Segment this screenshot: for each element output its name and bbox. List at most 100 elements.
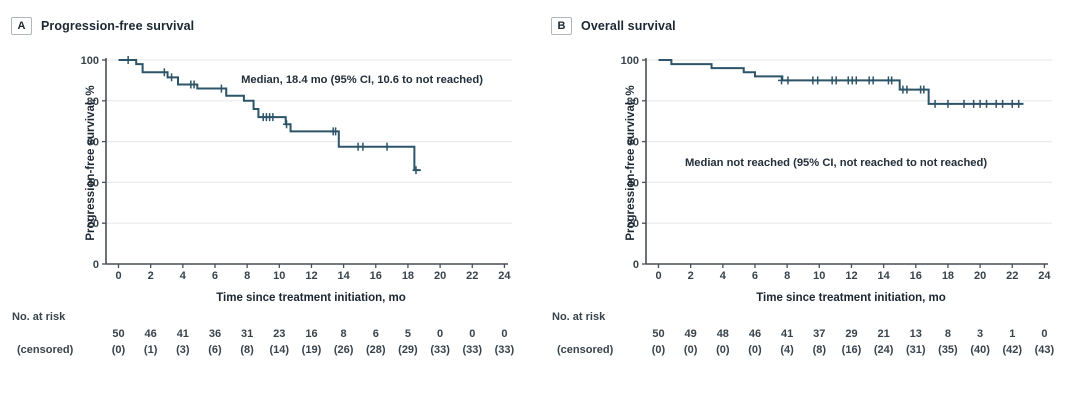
x-tick-label: 4 — [720, 270, 727, 282]
censored-count: (29) — [398, 344, 418, 356]
censored-count: (1) — [143, 344, 158, 356]
x-tick-label: 16 — [370, 270, 382, 282]
risk-count: 48 — [716, 328, 729, 340]
panel-badge: A — [11, 17, 32, 35]
x-tick-label: 8 — [784, 270, 790, 282]
x-tick-label: 20 — [434, 270, 446, 282]
censored-count: (33) — [462, 344, 483, 356]
panel-header: A Progression-free survival — [11, 17, 194, 35]
y-tick-label: 40 — [87, 177, 99, 189]
x-tick-label: 14 — [877, 270, 890, 282]
y-tick-label: 100 — [621, 55, 639, 67]
risk-count: 46 — [144, 328, 157, 340]
x-tick-label: 14 — [337, 270, 350, 282]
x-tick-label: 0 — [115, 270, 121, 282]
censored-count: (33) — [430, 344, 450, 356]
censored-count: (26) — [333, 344, 354, 356]
censored-count: (40) — [970, 344, 990, 356]
risk-count: 0 — [501, 328, 508, 340]
censored-count: (33) — [494, 344, 515, 356]
censored-count: (0) — [651, 344, 666, 356]
risk-count: 46 — [748, 328, 762, 340]
censored-count: (43) — [1034, 344, 1055, 356]
km-curve — [118, 59, 421, 172]
y-tick-label: 60 — [627, 137, 639, 149]
censored-count: (14) — [269, 344, 290, 356]
x-tick-label: 2 — [688, 270, 694, 282]
censored-count: (3) — [176, 344, 190, 356]
x-axis-title: Time since treatment initiation, mo — [756, 292, 946, 304]
y-axis-title: Progression-free survival, % — [85, 85, 97, 241]
x-tick-label: 10 — [273, 270, 285, 282]
risk-count: 23 — [273, 328, 286, 340]
censored-table-header: (censored) — [17, 344, 74, 356]
risk-count: 37 — [813, 328, 826, 340]
median-annotation: Median, 18.4 mo (95% CI, 10.6 to not rea… — [241, 74, 483, 86]
x-tick-label: 12 — [845, 270, 857, 282]
risk-count: 50 — [112, 328, 125, 340]
y-tick-label: 20 — [87, 218, 99, 230]
censored-count: (8) — [812, 344, 827, 356]
risk-count: 0 — [469, 328, 476, 340]
risk-count: 31 — [241, 328, 254, 340]
censored-count: (16) — [841, 344, 862, 356]
panel-title: Progression-free survival — [41, 19, 195, 33]
x-tick-label: 4 — [180, 270, 187, 282]
x-axis-title: Time since treatment initiation, mo — [216, 292, 406, 304]
risk-count: 5 — [404, 328, 411, 340]
risk-count: 21 — [877, 328, 890, 340]
y-tick-label: 100 — [81, 55, 99, 67]
censored-count: (0) — [748, 344, 762, 356]
x-tick-label: 10 — [813, 270, 825, 282]
censored-count: (8) — [240, 344, 254, 356]
x-tick-label: 6 — [752, 270, 758, 282]
risk-count: 41 — [781, 328, 794, 340]
censored-count: (35) — [938, 344, 958, 356]
risk-count: 50 — [652, 328, 665, 340]
censored-count: (19) — [301, 344, 322, 356]
x-tick-label: 12 — [305, 270, 317, 282]
risk-count: 29 — [845, 328, 858, 340]
y-tick-label: 0 — [633, 259, 639, 271]
censored-count: (42) — [1002, 344, 1023, 356]
risk-count: 0 — [437, 328, 444, 340]
risk-count: 36 — [208, 328, 222, 340]
x-tick-label: 22 — [466, 270, 478, 282]
panel-overall-survival: B Overall survival 0 20 40 60 80 100 0 2 4 6 8 10 12… — [540, 0, 1080, 400]
y-tick-label: 80 — [627, 96, 639, 108]
risk-count: 8 — [340, 328, 347, 340]
censored-count: (31) — [905, 344, 926, 356]
risk-count: 8 — [944, 328, 951, 340]
censored-table-header: (censored) — [557, 344, 614, 356]
risk-count: 1 — [1009, 328, 1016, 340]
risk-count: 16 — [305, 328, 318, 340]
risk-count: 13 — [909, 328, 922, 340]
panel-header: B Overall survival — [551, 17, 676, 35]
panel-title: Overall survival — [581, 19, 676, 33]
risk-table-header: No. at risk — [12, 311, 66, 323]
y-tick-label: 40 — [627, 177, 639, 189]
risk-count: 41 — [176, 328, 189, 340]
risk-count: 49 — [684, 328, 697, 340]
x-tick-label: 8 — [244, 270, 250, 282]
km-curve — [658, 59, 1024, 105]
y-axis-title: Progression-free survival, % — [625, 85, 637, 241]
x-tick-label: 22 — [1006, 270, 1018, 282]
x-tick-label: 24 — [498, 270, 511, 282]
y-tick-label: 0 — [93, 259, 99, 271]
risk-count: 0 — [1041, 328, 1048, 340]
censored-count: (0) — [111, 344, 126, 356]
x-tick-label: 20 — [974, 270, 986, 282]
x-tick-label: 18 — [402, 270, 414, 282]
x-tick-label: 16 — [910, 270, 922, 282]
censored-count: (0) — [716, 344, 730, 356]
panel-badge: B — [551, 17, 572, 35]
censored-count: (24) — [873, 344, 894, 356]
x-tick-label: 6 — [212, 270, 218, 282]
risk-count: 6 — [372, 328, 379, 340]
median-annotation: Median not reached (95% CI, not reached … — [684, 157, 988, 169]
panel-progression-free-survival: A Progression-free survival 0 20 40 60 80 100… — [11, 17, 515, 356]
